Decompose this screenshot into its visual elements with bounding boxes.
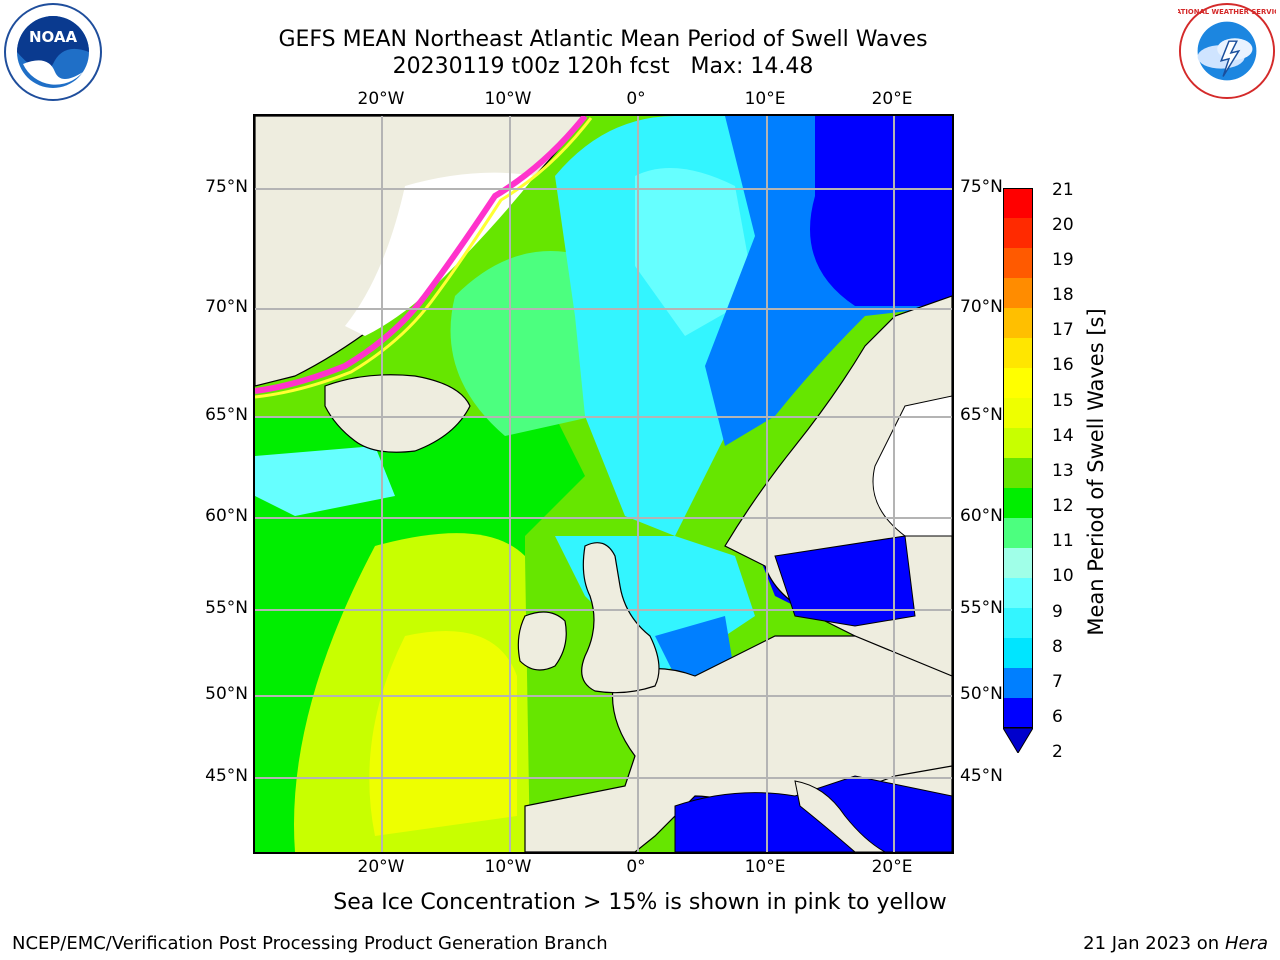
colorbar-bin bbox=[1003, 428, 1033, 459]
sea-ice-note: Sea Ice Concentration > 15% is shown in … bbox=[333, 890, 947, 915]
great-britain-land bbox=[581, 542, 660, 694]
lon-label-top: 10°W bbox=[484, 89, 532, 109]
lon-label-bottom: 20°W bbox=[357, 857, 405, 877]
lat-label-right: 70°N bbox=[960, 297, 1003, 317]
colorbar-tick: 6 bbox=[1052, 707, 1063, 727]
colorbar-tick: 18 bbox=[1052, 285, 1074, 305]
lat-label-right: 55°N bbox=[960, 598, 1003, 618]
colorbar-bin bbox=[1003, 638, 1033, 669]
lat-label-left: 55°N bbox=[205, 598, 248, 618]
colorbar-title: Mean Period of Swell Waves [s] bbox=[1084, 308, 1108, 636]
colorbar-tick: 13 bbox=[1052, 461, 1074, 481]
ocean-field-14s bbox=[369, 631, 517, 836]
colorbar-bin bbox=[1003, 488, 1033, 519]
colorbar-tick: 21 bbox=[1052, 180, 1074, 200]
colorbar-bin bbox=[1003, 608, 1033, 639]
lat-label-left: 70°N bbox=[205, 297, 248, 317]
lat-label-left: 50°N bbox=[205, 684, 248, 704]
noaa-logo-text: NOAA bbox=[29, 28, 78, 46]
colorbar-bin bbox=[1003, 578, 1033, 609]
baltic-sea bbox=[774, 535, 916, 627]
colorbar-tick: 19 bbox=[1052, 250, 1074, 270]
iceland-land bbox=[324, 374, 471, 453]
lon-label-top: 20°W bbox=[357, 89, 405, 109]
lat-label-right: 50°N bbox=[960, 684, 1003, 704]
colorbar-tick: 9 bbox=[1052, 602, 1063, 622]
lat-label-right: 60°N bbox=[960, 506, 1003, 526]
colorbar-tick: 7 bbox=[1052, 672, 1063, 692]
colorbar-bin bbox=[1003, 218, 1033, 249]
lat-label-left: 65°N bbox=[205, 405, 248, 425]
colorbar-tick: 20 bbox=[1052, 215, 1074, 235]
footer-timestamp: 21 Jan 2023 on Hera bbox=[1083, 933, 1268, 954]
italy-land bbox=[794, 780, 886, 852]
colorbar-bin bbox=[1003, 518, 1033, 549]
colorbar-tick: 17 bbox=[1052, 320, 1074, 340]
footer-date: 21 Jan 2023 on bbox=[1083, 933, 1225, 954]
lon-label-bottom: 10°W bbox=[484, 857, 532, 877]
noaa-logo: NOAA bbox=[4, 3, 102, 101]
ocean-field-north-sea-south bbox=[655, 616, 735, 676]
footer-host: Hera bbox=[1224, 933, 1268, 954]
ocean-field-8s bbox=[255, 446, 395, 516]
map-subtitle: 20230119 t00z 120h fcst Max: 14.48 bbox=[392, 54, 814, 79]
colorbar-tick: 10 bbox=[1052, 566, 1074, 586]
ireland-land bbox=[517, 611, 567, 671]
colorbar-tick: 16 bbox=[1052, 355, 1074, 375]
colorbar-tick: 8 bbox=[1052, 637, 1063, 657]
sea-ice-edge-outer bbox=[255, 117, 593, 399]
lon-label-top: 0° bbox=[626, 89, 646, 109]
colorbar-bin bbox=[1003, 308, 1033, 339]
map-frame bbox=[253, 114, 954, 854]
colorbar-bin bbox=[1003, 188, 1033, 219]
colorbar-tick: 12 bbox=[1052, 496, 1074, 516]
map-title: GEFS MEAN Northeast Atlantic Mean Period… bbox=[278, 27, 928, 52]
lat-label-left: 60°N bbox=[205, 506, 248, 526]
lon-label-top: 10°E bbox=[744, 89, 786, 109]
colorbar-tick: 14 bbox=[1052, 426, 1074, 446]
lat-label-left: 45°N bbox=[205, 766, 248, 786]
lon-label-bottom: 10°E bbox=[744, 857, 786, 877]
colorbar-border bbox=[1003, 188, 1033, 728]
ocean-field-3s bbox=[810, 116, 952, 306]
lat-label-right: 45°N bbox=[960, 766, 1003, 786]
lon-label-bottom: 20°E bbox=[871, 857, 913, 877]
colorbar-bin bbox=[1003, 668, 1033, 699]
colorbar-bin bbox=[1003, 368, 1033, 399]
colorbar-tick: 15 bbox=[1052, 391, 1074, 411]
colorbar-under-arrow bbox=[1003, 727, 1033, 753]
ocean-field-8s-north bbox=[635, 168, 755, 336]
colorbar-tick: 2 bbox=[1052, 742, 1063, 762]
nws-logo: NATIONAL WEATHER SERVICE bbox=[1178, 2, 1276, 100]
footer-credit: NCEP/EMC/Verification Post Processing Pr… bbox=[12, 933, 608, 954]
colorbar-bin bbox=[1003, 278, 1033, 309]
sea-ice-edge bbox=[255, 116, 588, 394]
lon-label-bottom: 0° bbox=[626, 857, 646, 877]
colorbar-bin bbox=[1003, 548, 1033, 579]
lat-label-right: 75°N bbox=[960, 177, 1003, 197]
swell-period-map bbox=[255, 116, 952, 852]
graticule bbox=[255, 116, 952, 852]
gulf-of-bothnia bbox=[872, 395, 952, 537]
greenland-no-data bbox=[345, 172, 535, 336]
lat-label-right: 65°N bbox=[960, 405, 1003, 425]
colorbar-bin bbox=[1003, 458, 1033, 489]
colorbar bbox=[1003, 188, 1033, 753]
ocean-field-10s bbox=[450, 251, 595, 436]
colorbar-bin bbox=[1003, 248, 1033, 279]
colorbar-tick: 11 bbox=[1052, 531, 1074, 551]
lat-label-left: 75°N bbox=[205, 177, 248, 197]
lon-label-top: 20°E bbox=[871, 89, 913, 109]
colorbar-bin bbox=[1003, 698, 1033, 729]
nws-ring-text: NATIONAL WEATHER SERVICE bbox=[1178, 8, 1276, 16]
colorbar-bin bbox=[1003, 338, 1033, 369]
colorbar-bin bbox=[1003, 398, 1033, 429]
